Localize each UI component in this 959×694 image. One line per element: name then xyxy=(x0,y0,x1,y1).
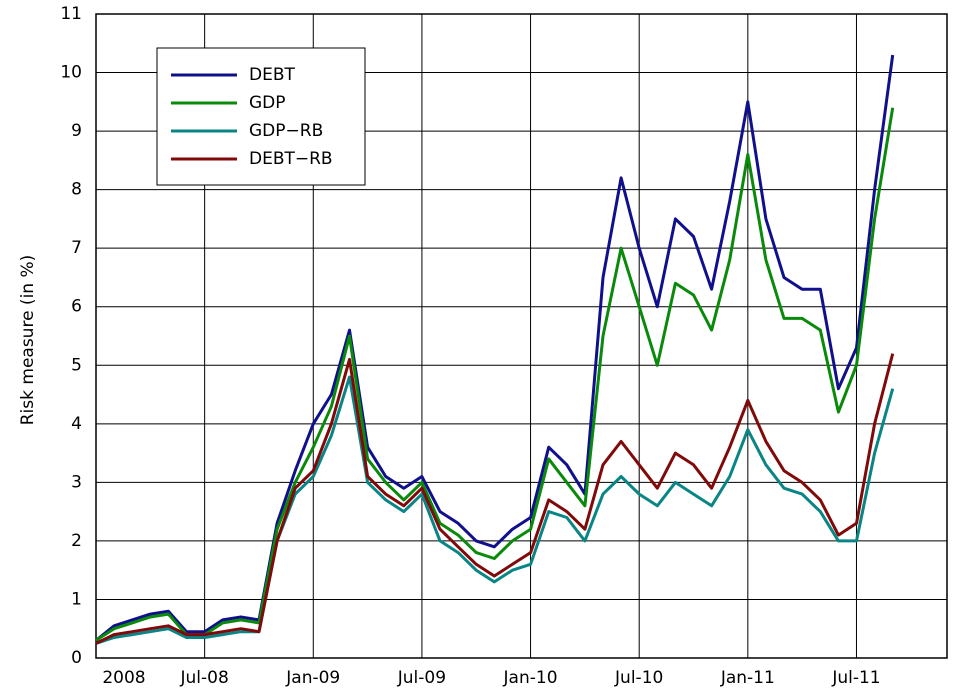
y-tick-label: 0 xyxy=(71,648,82,668)
legend-label: GDP−RB xyxy=(249,121,323,141)
x-tick-label: Jan-11 xyxy=(720,668,775,688)
legend-label: GDP xyxy=(249,93,286,113)
y-tick-label: 3 xyxy=(71,472,82,492)
data-line xyxy=(95,54,895,642)
x-tick-label: Jul-09 xyxy=(397,668,446,688)
data-line xyxy=(95,353,895,645)
plot-frame xyxy=(95,13,948,659)
y-tick-label: 1 xyxy=(71,589,82,609)
data-line xyxy=(95,107,895,642)
x-tick-label: 2008 xyxy=(102,668,145,688)
legend-label: DEBT−RB xyxy=(249,149,333,169)
y-tick-label: 8 xyxy=(71,180,82,200)
y-axis-label: Risk measure (in %) xyxy=(18,255,38,426)
x-tick-label: Jan-10 xyxy=(503,668,558,688)
legend-label: DEBT xyxy=(249,65,295,85)
legend-box xyxy=(156,47,366,186)
y-tick-label: 6 xyxy=(71,297,82,317)
x-tick-label: Jul-10 xyxy=(614,668,663,688)
y-tick-label: 7 xyxy=(71,238,82,258)
y-tick-label: 9 xyxy=(71,121,82,141)
x-tick-label: Jan-09 xyxy=(285,668,340,688)
y-tick-label: 5 xyxy=(71,355,82,375)
data-line xyxy=(95,375,895,645)
y-tick-label: 10 xyxy=(60,63,82,83)
legend: DEBT GDP GDP−RB DEBT−RB xyxy=(156,47,366,186)
x-tick-label: Jul-11 xyxy=(831,668,880,688)
x-tick-label: Jul-08 xyxy=(179,668,228,688)
y-tick-label: 4 xyxy=(71,414,82,434)
y-tick-label: 11 xyxy=(60,4,82,24)
y-tick-label: 2 xyxy=(71,531,82,551)
